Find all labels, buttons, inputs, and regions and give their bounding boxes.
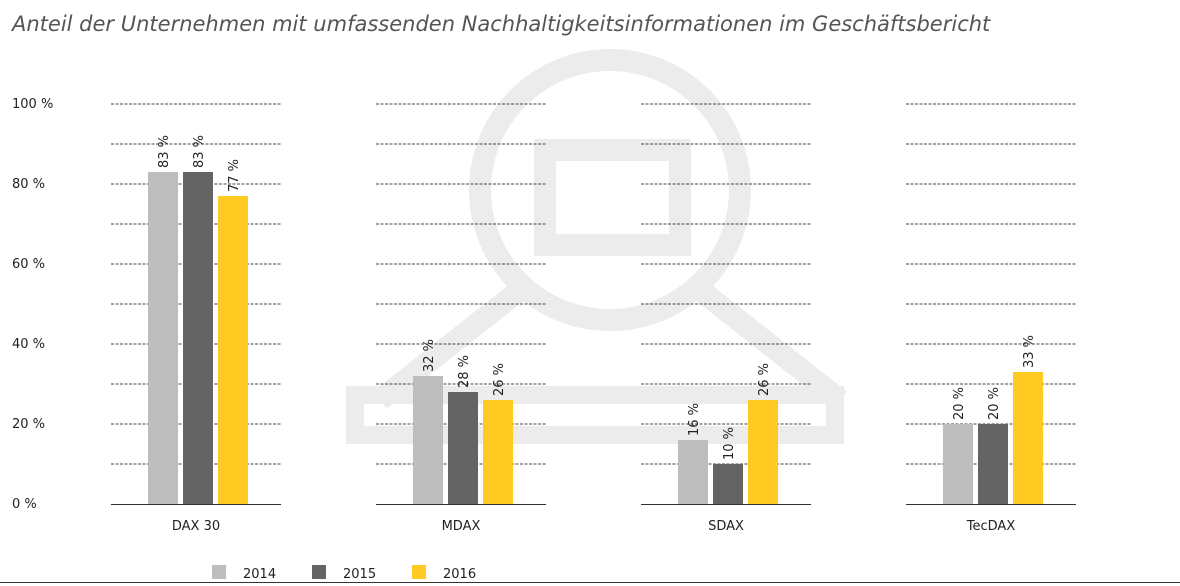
bar bbox=[748, 400, 778, 504]
legend-label: 2014 bbox=[243, 567, 276, 582]
watermark-base bbox=[346, 386, 844, 444]
chart-title: Anteil der Unternehmen mit umfassenden N… bbox=[12, 12, 991, 36]
watermark-line bbox=[373, 281, 527, 409]
legend-swatch bbox=[312, 565, 326, 579]
bar bbox=[943, 424, 973, 504]
data-label: 16 % bbox=[687, 403, 702, 436]
y-tick-label: 20 % bbox=[12, 417, 45, 432]
y-tick-label: 0 % bbox=[12, 497, 37, 512]
bottom-divider bbox=[0, 582, 1180, 583]
bar bbox=[448, 392, 478, 504]
bar bbox=[978, 424, 1008, 504]
data-label: 28 % bbox=[457, 355, 472, 388]
category-label: MDAX bbox=[442, 519, 481, 534]
watermark-line bbox=[693, 281, 847, 409]
legend-label: 2016 bbox=[443, 567, 476, 582]
bar bbox=[1013, 372, 1043, 504]
bar bbox=[183, 172, 213, 504]
legend-swatch bbox=[412, 565, 426, 579]
data-label: 83 % bbox=[192, 135, 207, 168]
data-label: 20 % bbox=[987, 387, 1002, 420]
category-label: DAX 30 bbox=[172, 519, 220, 534]
data-label: 10 % bbox=[722, 427, 737, 460]
data-label: 26 % bbox=[492, 363, 507, 396]
category-label: TecDAX bbox=[966, 519, 1016, 534]
legend-swatch bbox=[212, 565, 226, 579]
data-label: 33 % bbox=[1022, 335, 1037, 368]
watermark-circle bbox=[469, 49, 751, 331]
y-tick-label: 100 % bbox=[12, 97, 53, 112]
bar bbox=[413, 376, 443, 504]
legend-label: 2015 bbox=[343, 567, 376, 582]
data-label: 26 % bbox=[757, 363, 772, 396]
data-label: 32 % bbox=[422, 339, 437, 372]
bar bbox=[483, 400, 513, 504]
watermark-building bbox=[534, 139, 691, 256]
data-label: 20 % bbox=[952, 387, 967, 420]
data-label: 77 % bbox=[227, 159, 242, 192]
bar bbox=[678, 440, 708, 504]
y-tick-label: 40 % bbox=[12, 337, 45, 352]
y-tick-label: 80 % bbox=[12, 177, 45, 192]
bar bbox=[713, 464, 743, 504]
data-label: 83 % bbox=[157, 135, 172, 168]
category-label: SDAX bbox=[708, 519, 744, 534]
bar bbox=[218, 196, 248, 504]
y-tick-label: 60 % bbox=[12, 257, 45, 272]
bar bbox=[148, 172, 178, 504]
